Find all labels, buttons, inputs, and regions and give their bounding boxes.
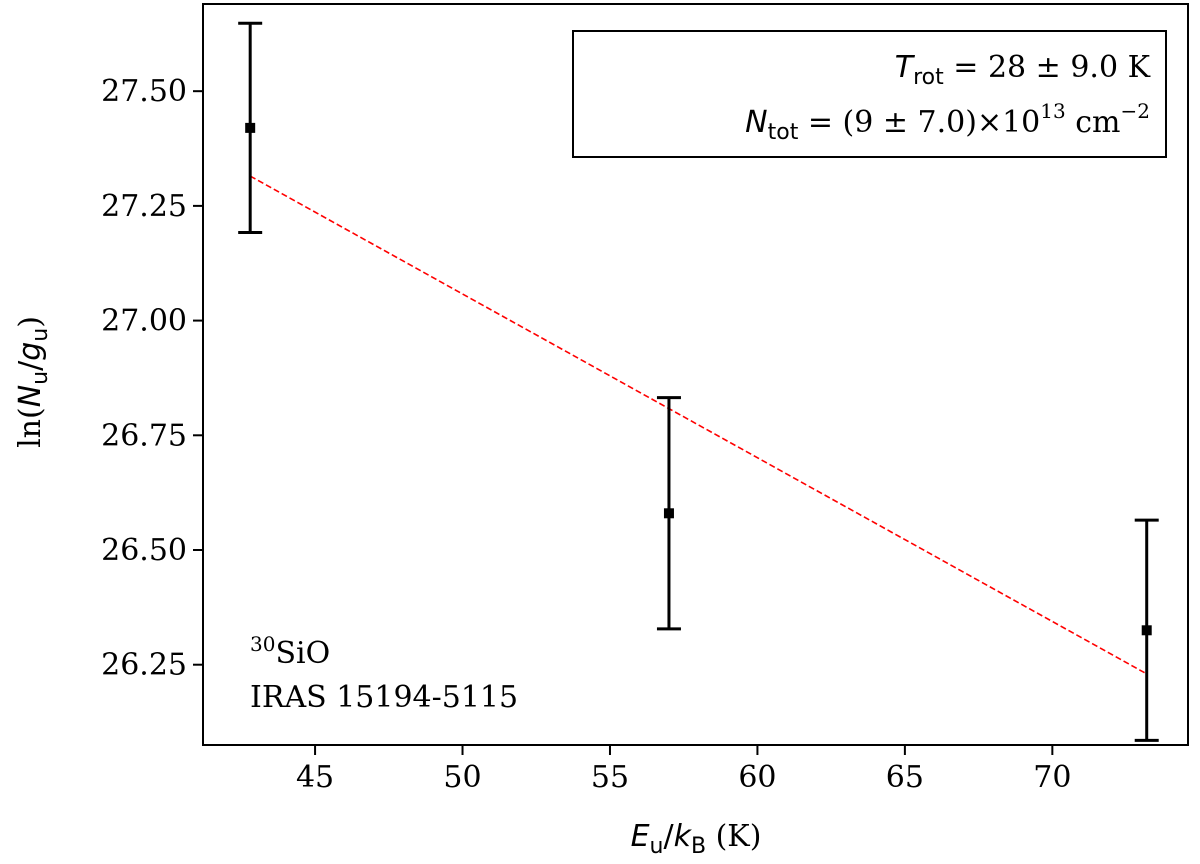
data-point-marker (663, 508, 674, 519)
legend-trot-symbol: T (895, 50, 916, 85)
x-tick-label: 65 (886, 760, 924, 795)
data-point-with-error (656, 396, 681, 631)
y-label-degeneracy-subscript: u (28, 328, 53, 342)
legend-box (572, 30, 1167, 158)
x-label-boltzmann-symbol: k (674, 819, 693, 854)
x-label-boltzmann-subscript: B (691, 834, 706, 859)
y-label-column-symbol: N (13, 385, 48, 407)
y-axis-ticks: 26.25 26.50 26.75 27.00 27.25 27.50 (101, 74, 203, 683)
x-tick-label: 45 (296, 760, 334, 795)
legend-ntot-exponent: 13 (1040, 99, 1065, 123)
source-label: IRAS 15194-5115 (250, 680, 518, 715)
x-tick-label: 50 (443, 760, 481, 795)
x-tick-label: 55 (591, 760, 629, 795)
plot-area-frame (202, 3, 1189, 746)
x-label-unit: (K) (706, 819, 761, 854)
y-tick-label: 26.75 (101, 418, 187, 453)
fit-line-layer (249, 175, 1148, 675)
y-tick-label: 27.50 (101, 74, 187, 109)
linear-fit-line (249, 175, 1148, 675)
data-point-with-error (1134, 518, 1159, 742)
legend-ntot-symbol: N (745, 105, 767, 140)
data-points-layer (238, 21, 1159, 742)
x-axis-label: Eu/kB (K) (631, 819, 762, 859)
legend-ntot-line: Ntot = (9 ± 7.0)×1013 cm−2 (745, 99, 1150, 145)
y-label-degeneracy-symbol: g (13, 342, 48, 361)
y-label-column-subscript: u (28, 371, 53, 385)
legend-trot-line: Trot = 28 ± 9.0 K (895, 50, 1151, 90)
data-point-with-error (238, 21, 263, 234)
y-label-suffix: ) (13, 316, 48, 328)
legend-trot-value: = 28 ± 9.0 K (944, 50, 1151, 85)
x-label-energy-symbol: E (631, 819, 650, 854)
x-tick-label: 70 (1033, 760, 1071, 795)
species-name: SiO (275, 636, 330, 671)
x-axis-ticks: 45 50 55 60 65 70 (296, 745, 1071, 795)
y-tick-label: 27.25 (101, 189, 187, 224)
y-tick-label: 27.00 (101, 304, 187, 339)
species-label: 30SiO (250, 632, 330, 671)
data-point-marker (1141, 625, 1152, 636)
legend-ntot-subscript: tot (768, 120, 799, 145)
y-tick-label: 26.50 (101, 533, 187, 568)
y-tick-label: 26.25 (101, 648, 187, 683)
data-point-marker (245, 122, 256, 133)
legend-ntot-unit-exponent: −2 (1121, 99, 1150, 123)
species-annotation: 30SiO IRAS 15194-5115 (250, 632, 518, 715)
y-axis-label: ln(Nu/gu) (13, 316, 53, 448)
fit-result-legend: Trot = 28 ± 9.0 K Ntot = (9 ± 7.0)×1013 … (572, 30, 1167, 158)
legend-ntot-unit: cm (1066, 105, 1121, 140)
legend-ntot-value: = (9 ± 7.0)×10 (798, 105, 1040, 140)
x-label-energy-subscript: u (650, 834, 664, 859)
species-isotope-superscript: 30 (250, 632, 275, 656)
x-tick-label: 60 (738, 760, 776, 795)
y-label-slash: / (13, 360, 48, 371)
y-label-prefix: ln( (13, 407, 48, 448)
x-label-slash: / (663, 819, 674, 854)
legend-trot-subscript: rot (913, 65, 944, 90)
